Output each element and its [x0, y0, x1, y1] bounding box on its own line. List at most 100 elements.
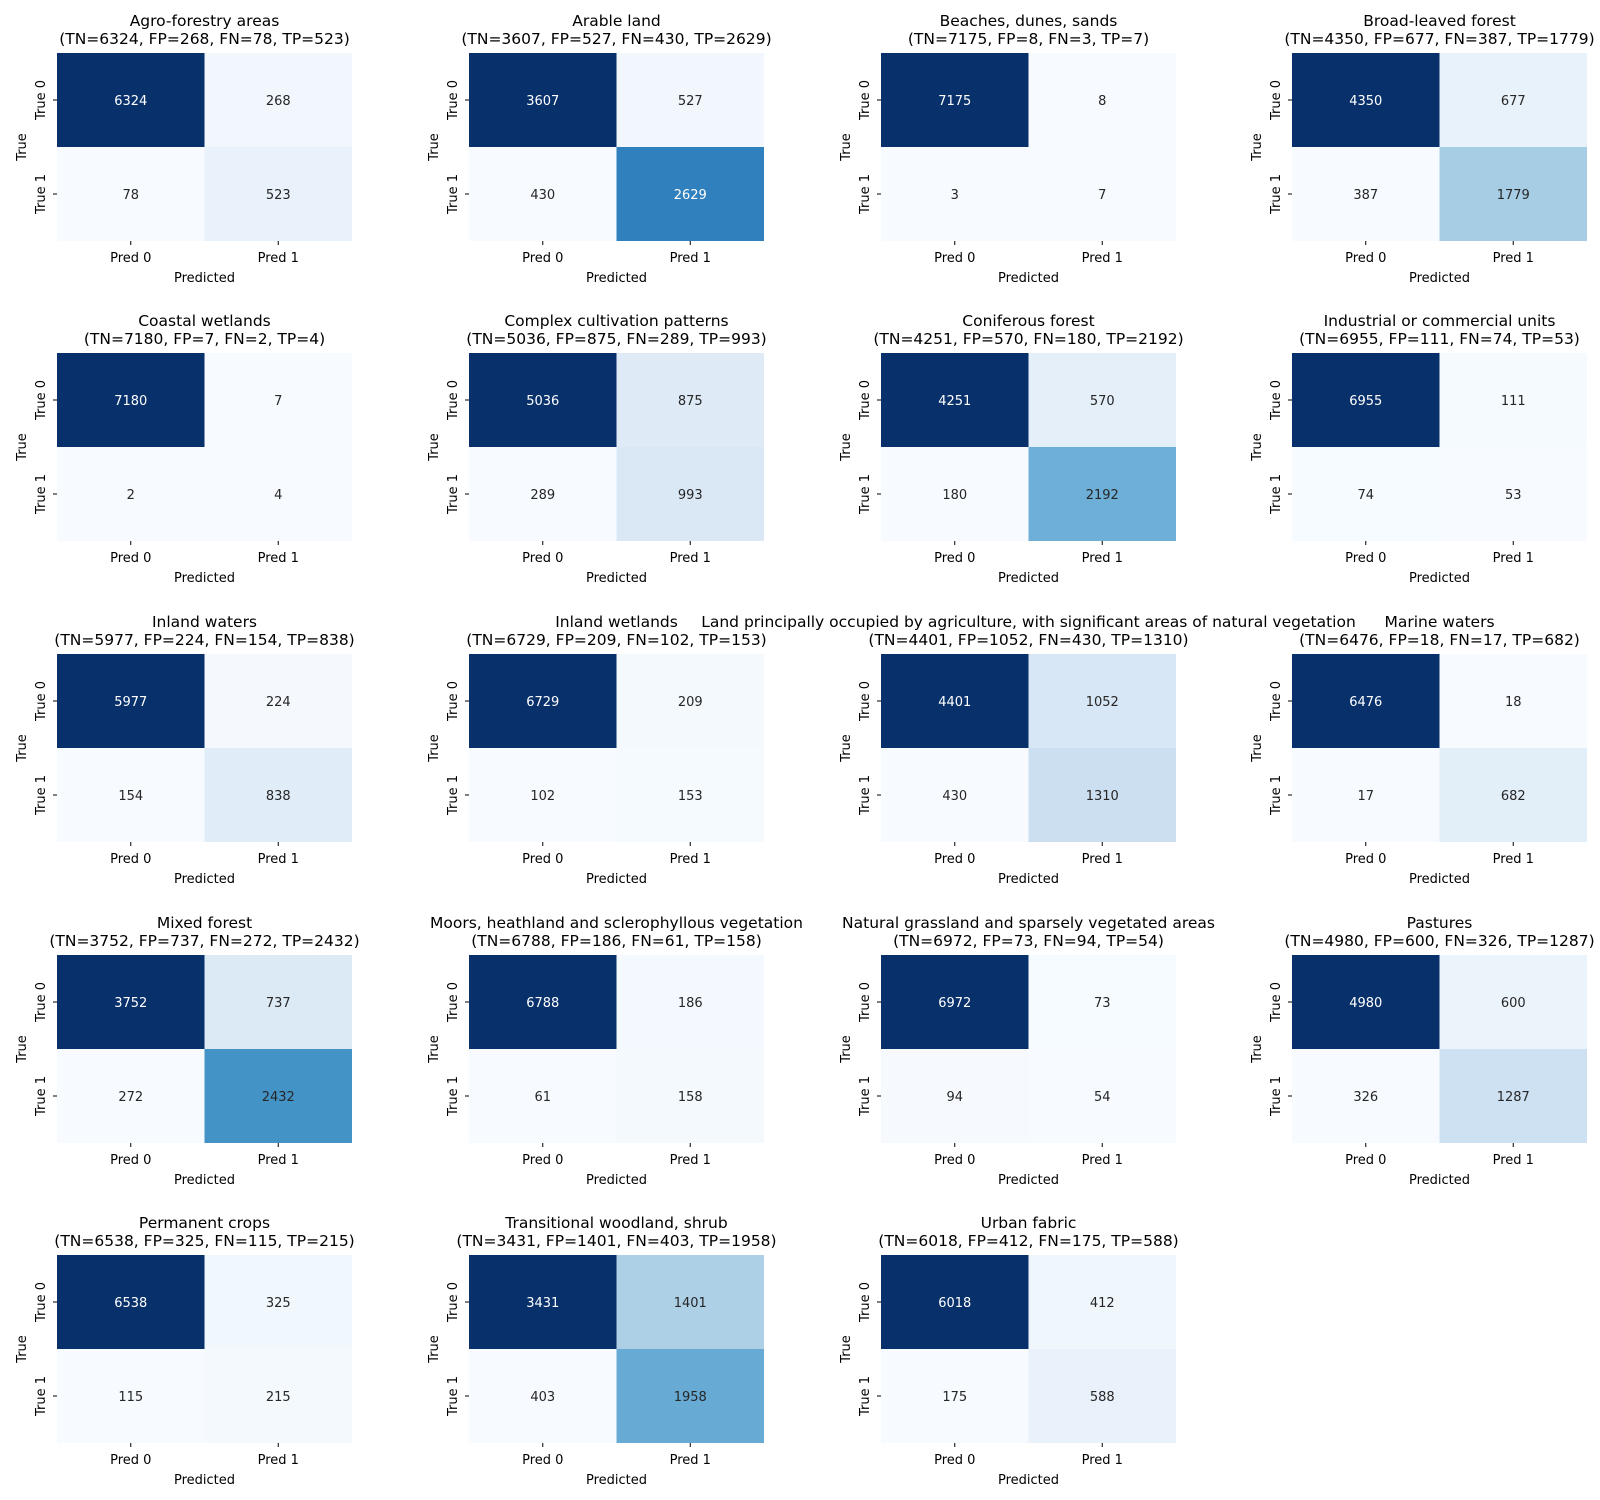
y-tick-label: True 1: [34, 1076, 49, 1117]
cell-value-label: 53: [1505, 488, 1522, 503]
panel-subtitle: (TN=3607, FP=527, FN=430, TP=2629): [461, 30, 771, 48]
x-tick-label: Pred 1: [258, 1153, 299, 1168]
y-tick-label: True 0: [446, 80, 461, 121]
y-tick-label: True 0: [1269, 982, 1284, 1023]
cell-value-label: 6788: [526, 996, 559, 1011]
confusion-matrix-panel: Urban fabric(TN=6018, FP=412, FN=175, TP…: [839, 1214, 1179, 1488]
x-axis-label: Predicted: [1409, 271, 1470, 286]
x-tick-label: Pred 1: [1493, 852, 1534, 867]
cell-value-label: 4401: [938, 695, 971, 710]
heatmap-cell: [1292, 955, 1440, 1049]
y-tick-label: True 1: [1269, 1076, 1284, 1117]
x-tick-label: Pred 1: [1493, 1153, 1534, 1168]
cell-value-label: 1779: [1497, 188, 1530, 203]
y-tick-label: True 1: [1269, 174, 1284, 215]
cell-value-label: 18: [1505, 695, 1522, 710]
x-tick-label: Pred 1: [1082, 1153, 1123, 1168]
x-tick-label: Pred 0: [1345, 852, 1386, 867]
heatmap-cell: [881, 447, 1029, 541]
heatmap-cell: [616, 447, 764, 541]
panel-subtitle: (TN=3431, FP=1401, FN=403, TP=1958): [456, 1232, 776, 1250]
y-tick-label: True 1: [446, 474, 461, 515]
heatmap-cell: [204, 748, 352, 842]
x-tick-label: Pred 1: [670, 852, 711, 867]
x-tick-label: Pred 0: [110, 1453, 151, 1468]
heatmap-cell: [1439, 147, 1587, 241]
heatmap-cell: [469, 654, 617, 748]
heatmap-cell: [1028, 1349, 1176, 1443]
heatmap-cell: [469, 1255, 617, 1349]
heatmap-cell: [1292, 147, 1440, 241]
heatmap-cell: [1028, 447, 1176, 541]
heatmap-cell: [57, 654, 205, 748]
panel-title: Urban fabric: [981, 1214, 1077, 1232]
confusion-matrix-panel: Industrial or commercial units(TN=6955, …: [1250, 312, 1587, 586]
y-tick-label: True 0: [858, 1282, 873, 1323]
heatmap-cell: [1292, 1049, 1440, 1143]
y-tick-label: True 1: [858, 174, 873, 215]
cell-value-label: 430: [530, 188, 555, 203]
cell-value-label: 326: [1353, 1090, 1378, 1105]
panel-title: Beaches, dunes, sands: [940, 12, 1118, 30]
y-tick-label: True 1: [446, 1376, 461, 1417]
heatmap-cell: [57, 748, 205, 842]
heatmap-cell: [469, 353, 617, 447]
y-tick-label: True 1: [446, 775, 461, 816]
cell-value-label: 412: [1090, 1296, 1115, 1311]
heatmap-cell: [616, 748, 764, 842]
y-tick-label: True 1: [858, 1376, 873, 1417]
heatmap-cell: [1439, 654, 1587, 748]
x-axis-label: Predicted: [586, 271, 647, 286]
heatmap-cell: [469, 53, 617, 147]
x-tick-label: Pred 0: [110, 1153, 151, 1168]
y-tick-label: True 1: [1269, 474, 1284, 515]
panel-subtitle: (TN=6538, FP=325, FN=115, TP=215): [54, 1232, 354, 1250]
cell-value-label: 4350: [1349, 94, 1382, 109]
confusion-matrix-panel: Mixed forest(TN=3752, FP=737, FN=272, TP…: [15, 914, 360, 1188]
y-axis-label: True: [15, 734, 30, 763]
cell-value-label: 186: [678, 996, 703, 1011]
heatmap-cell: [204, 1049, 352, 1143]
heatmap-cell: [57, 147, 205, 241]
cell-value-label: 4251: [938, 394, 971, 409]
cell-value-label: 180: [942, 488, 967, 503]
y-tick-label: True 1: [858, 474, 873, 515]
heatmap-cell: [204, 1255, 352, 1349]
cell-value-label: 111: [1501, 394, 1526, 409]
x-tick-label: Pred 0: [110, 551, 151, 566]
cell-value-label: 527: [678, 94, 703, 109]
x-tick-label: Pred 0: [934, 551, 975, 566]
x-tick-label: Pred 1: [670, 1153, 711, 1168]
heatmap-cell: [616, 955, 764, 1049]
cell-value-label: 8: [1098, 94, 1106, 109]
cell-value-label: 1287: [1497, 1090, 1530, 1105]
cell-value-label: 268: [266, 94, 291, 109]
x-tick-label: Pred 0: [1345, 1153, 1386, 1168]
y-tick-label: True 0: [858, 681, 873, 722]
heatmap-cell: [881, 1049, 1029, 1143]
x-tick-label: Pred 0: [110, 251, 151, 266]
panel-subtitle: (TN=6018, FP=412, FN=175, TP=588): [878, 1232, 1178, 1250]
panel-title: Pastures: [1407, 914, 1473, 932]
heatmap-cell: [57, 353, 205, 447]
panel-subtitle: (TN=5036, FP=875, FN=289, TP=993): [466, 330, 766, 348]
cell-value-label: 6972: [938, 996, 971, 1011]
y-tick-label: True 0: [34, 80, 49, 121]
y-tick-label: True 0: [446, 380, 461, 421]
panel-subtitle: (TN=7180, FP=7, FN=2, TP=4): [84, 330, 325, 348]
panel-title: Transitional woodland, shrub: [504, 1214, 727, 1232]
cell-value-label: 2: [127, 488, 135, 503]
panel-title: Arable land: [572, 12, 661, 30]
confusion-matrix-panel: Complex cultivation patterns(TN=5036, FP…: [427, 312, 767, 586]
cell-value-label: 7: [1098, 188, 1106, 203]
heatmap-cell: [1439, 353, 1587, 447]
cell-value-label: 1401: [674, 1296, 707, 1311]
x-tick-label: Pred 1: [670, 1453, 711, 1468]
y-tick-label: True 0: [858, 982, 873, 1023]
y-axis-label: True: [1250, 1035, 1265, 1064]
cell-value-label: 6955: [1349, 394, 1382, 409]
x-axis-label: Predicted: [1409, 1173, 1470, 1188]
y-tick-label: True 1: [1269, 775, 1284, 816]
cell-value-label: 682: [1501, 789, 1526, 804]
cell-value-label: 3607: [526, 94, 559, 109]
